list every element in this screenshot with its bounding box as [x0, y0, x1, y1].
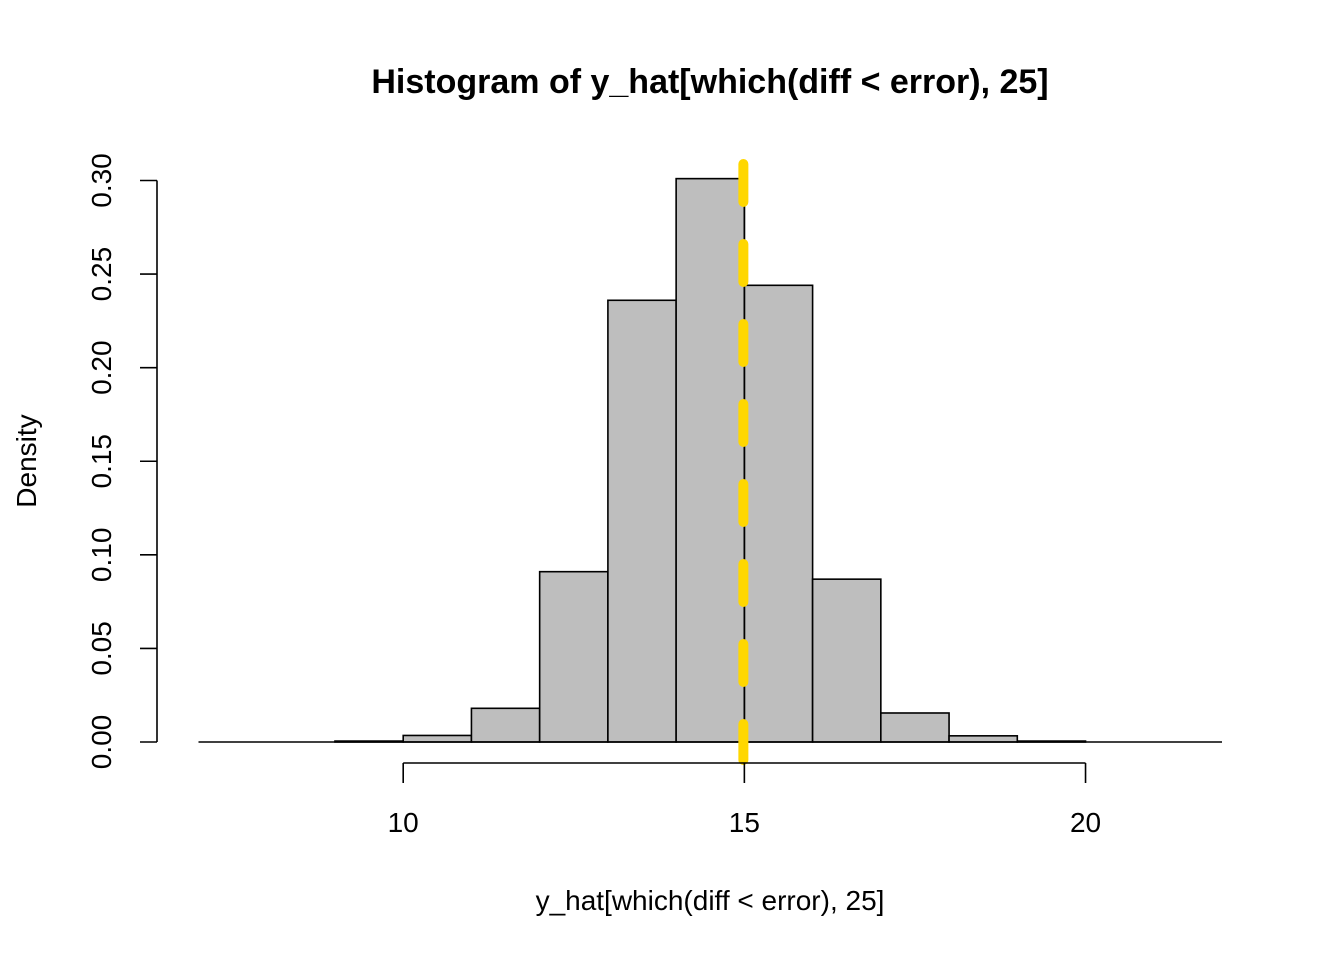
- y-tick-label-6: 0.30: [86, 153, 117, 208]
- histogram-bar-3: [402, 734, 473, 743]
- y-tick-label-2: 0.10: [86, 528, 117, 583]
- x-axis-label: y_hat[which(diff < error), 25]: [536, 885, 885, 916]
- chart-title: Histogram of y_hat[which(diff < error), …: [371, 63, 1048, 101]
- y-tick-label-4: 0.20: [86, 340, 117, 395]
- histogram-bar-4: [470, 707, 541, 743]
- histogram-bar-5: [538, 570, 609, 743]
- y-axis-label: Density: [11, 414, 42, 507]
- histogram-bar-10: [880, 712, 950, 743]
- x-axis: 10 15 20: [388, 762, 1101, 838]
- y-tick-label-5: 0.25: [86, 247, 117, 302]
- y-tick-label-1: 0.05: [86, 621, 117, 676]
- histogram-bar-11: [948, 735, 1019, 743]
- reference-line: [738, 159, 749, 765]
- histogram-bar-6: [607, 299, 677, 743]
- histogram-bars: [334, 177, 1087, 743]
- x-tick-label-2: 20: [1070, 807, 1101, 838]
- histogram-bar-8: [743, 284, 814, 743]
- x-tick-label-0: 10: [388, 807, 419, 838]
- histogram-bar-7: [675, 177, 746, 743]
- histogram-bar-9: [811, 578, 882, 743]
- y-tick-label-3: 0.15: [86, 434, 117, 489]
- x-tick-label-1: 15: [729, 807, 760, 838]
- y-tick-label-0: 0.00: [86, 715, 117, 770]
- y-axis: 0.00 0.05 0.10 0.15 0.20 0.25 0.30: [86, 153, 158, 770]
